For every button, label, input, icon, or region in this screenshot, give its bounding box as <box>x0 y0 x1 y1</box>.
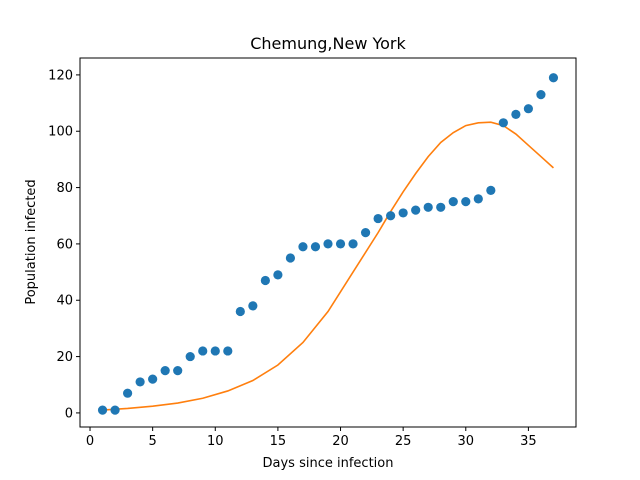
data-point <box>360 228 371 238</box>
y-tick-label: 20 <box>56 350 73 365</box>
data-point <box>110 405 120 415</box>
data-point <box>548 73 559 83</box>
plot-frame <box>79 57 577 428</box>
data-point <box>285 253 296 263</box>
data-point <box>298 242 308 252</box>
x-tick-label: 25 <box>395 434 412 449</box>
data-point <box>523 104 534 114</box>
data-point <box>173 366 183 376</box>
x-tick-label: 0 <box>86 434 94 449</box>
data-point <box>461 197 471 207</box>
data-point <box>411 205 421 215</box>
data-point <box>423 202 433 212</box>
data-point <box>223 346 233 356</box>
data-point <box>210 346 220 356</box>
data-point <box>310 242 321 252</box>
x-tick-label: 20 <box>332 434 349 449</box>
data-point <box>185 351 195 362</box>
y-tick-label: 120 <box>48 68 73 83</box>
data-point <box>148 374 158 384</box>
data-point <box>373 213 383 224</box>
data-point <box>123 388 133 398</box>
y-tick-label: 0 <box>65 406 73 421</box>
data-point <box>536 90 546 100</box>
x-axis: 0 5 10 15 20 25 30 35 <box>86 427 537 449</box>
data-point <box>248 301 258 311</box>
data-point <box>160 366 170 376</box>
chart-title: Chemung,New York <box>250 34 406 53</box>
data-point <box>135 377 145 387</box>
data-point <box>398 208 408 218</box>
plot-area <box>97 73 559 415</box>
y-tick-label: 100 <box>48 125 73 140</box>
x-tick-label: 35 <box>520 434 537 449</box>
y-axis-label: Population infected <box>24 179 39 304</box>
y-axis: 0 20 40 60 80 100 120 <box>48 68 80 421</box>
data-point <box>498 118 508 128</box>
x-tick-label: 5 <box>149 434 157 449</box>
fit-line <box>102 121 554 411</box>
data-point <box>348 239 358 249</box>
data-point <box>260 275 270 286</box>
x-axis-label: Days since infection <box>263 456 394 471</box>
data-point <box>323 239 333 249</box>
x-tick-label: 15 <box>270 434 287 449</box>
x-tick-label: 10 <box>207 434 224 449</box>
data-point <box>97 405 108 415</box>
data-point <box>436 202 446 212</box>
y-tick-label: 80 <box>56 181 73 196</box>
data-point <box>486 185 496 195</box>
data-point <box>511 109 521 119</box>
data-point <box>448 197 458 207</box>
data-point <box>386 211 396 221</box>
data-point <box>335 239 346 249</box>
data-point <box>473 194 483 204</box>
data-point <box>198 346 208 356</box>
data-point <box>235 306 245 317</box>
y-tick-label: 40 <box>56 294 73 309</box>
x-tick-label: 30 <box>458 434 475 449</box>
data-point <box>273 270 283 280</box>
y-tick-label: 60 <box>56 237 73 252</box>
